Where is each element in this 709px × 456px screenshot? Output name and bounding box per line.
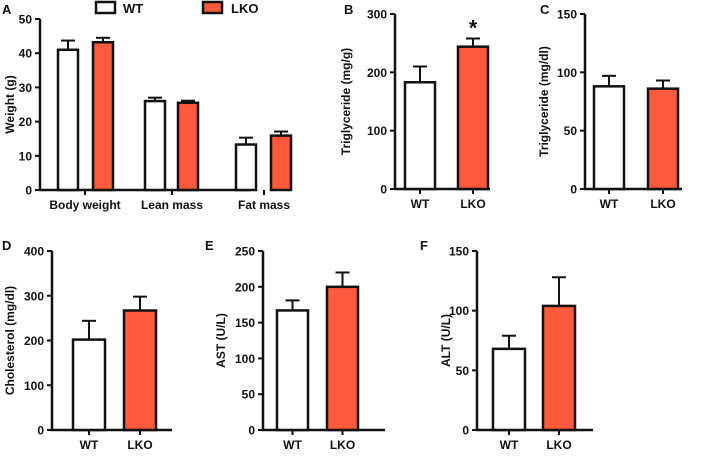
y-tick-label: 40	[19, 47, 33, 61]
x-tick-label: LKO	[546, 438, 571, 452]
bar-wt	[56, 48, 80, 192]
y-tick-label: 150	[557, 8, 577, 22]
y-tick-label: 0	[37, 424, 44, 438]
y-tick-label: 100	[235, 352, 255, 366]
panel-letter: F	[420, 238, 428, 253]
bar-lko	[176, 101, 200, 192]
y-axis-label: ALT (U/L)	[439, 314, 453, 367]
bar-lko	[325, 285, 360, 432]
y-tick-label: 0	[248, 424, 255, 438]
y-tick-label: 30	[19, 81, 33, 95]
legend: WT LKO	[94, 0, 258, 16]
panel-a: A Weight (g) 0 10 20 30 40 50 Body weight Lean ma…	[2, 2, 293, 212]
legend-swatch-wt	[94, 0, 117, 15]
y-axis-label: Weight (g)	[3, 75, 17, 133]
panel-c: C Triglyceride (mg/dl) 0 50 100 150 WT LKO	[537, 2, 682, 211]
panel-letter: D	[2, 238, 11, 253]
y-tick-label: 100	[449, 304, 469, 318]
legend-label-lko: LKO	[231, 1, 258, 16]
x-tick-label: LKO	[330, 438, 355, 452]
y-tick-label: 0	[570, 183, 577, 197]
legend-label-wt: WT	[123, 1, 143, 16]
y-tick-label: 200	[235, 280, 255, 294]
x-tick-label: Lean mass	[141, 198, 203, 212]
y-tick-label: 0	[380, 183, 387, 197]
y-tick-label: 100	[367, 124, 387, 138]
bar-lko	[541, 304, 577, 432]
panel-d: D Cholesterol (mg/dl) 0 100 200 300 400 WT LKO	[2, 238, 172, 452]
y-tick-label: 200	[367, 66, 387, 80]
x-tick-label: WT	[411, 197, 430, 211]
y-tick-label: 150	[235, 316, 255, 330]
x-tick-label: LKO	[127, 438, 152, 452]
bar-lko	[122, 309, 158, 432]
y-axis-label: Cholesterol (mg/dl)	[3, 286, 17, 395]
panel-letter: E	[205, 238, 214, 253]
y-tick-label: 0	[25, 184, 32, 198]
x-tick-label: LKO	[460, 197, 485, 211]
y-tick-label: 0	[462, 424, 469, 438]
y-tick-label: 100	[24, 379, 44, 393]
y-tick-label: 50	[242, 388, 256, 402]
y-axis-label: AST (U/L)	[214, 313, 228, 368]
y-tick-label: 300	[367, 8, 387, 22]
panel-letter: A	[2, 2, 12, 17]
bar-wt	[234, 143, 258, 192]
y-tick-label: 20	[19, 115, 33, 129]
bar-lko	[646, 87, 680, 191]
bar-wt	[275, 309, 310, 432]
y-tick-label: 250	[235, 245, 255, 259]
y-axis-label: Triglyceride (mg/dl)	[537, 46, 551, 157]
bar-lko	[456, 45, 490, 191]
x-tick-label: WT	[500, 438, 519, 452]
x-tick-label: LKO	[650, 197, 675, 211]
bar-wt	[71, 338, 107, 432]
bar-wt	[491, 347, 527, 432]
y-tick-label: 400	[24, 245, 44, 259]
x-tick-label: Fat mass	[238, 198, 290, 212]
y-tick-label: 50	[564, 124, 578, 138]
bar-wt	[592, 85, 626, 191]
x-tick-label: WT	[600, 197, 619, 211]
panel-b: B Triglyceride (mg/g) 0 100 200 300 WT LKO *	[339, 2, 490, 211]
panel-e: E AST (U/L) 0 50 100 150 200 250 WT LKO	[205, 238, 385, 452]
x-tick-label: Body weight	[49, 198, 120, 212]
panel-letter: C	[540, 2, 550, 17]
panel-letter: B	[344, 2, 353, 17]
bar-wt	[403, 81, 437, 191]
y-tick-label: 200	[24, 334, 44, 348]
y-axis-label: Triglyceride (mg/g)	[339, 48, 353, 155]
y-tick-label: 150	[449, 245, 469, 259]
x-tick-label: WT	[80, 438, 99, 452]
y-tick-label: 100	[557, 66, 577, 80]
y-tick-label: 50	[456, 364, 470, 378]
bar-lko	[269, 134, 293, 192]
y-tick-label: 10	[19, 149, 33, 163]
bar-lko	[91, 41, 115, 192]
x-tick-label: WT	[283, 438, 302, 452]
bar-wt	[143, 99, 167, 192]
y-tick-label: 300	[24, 289, 44, 303]
y-tick-label: 50	[19, 13, 33, 27]
significance-marker: *	[469, 16, 478, 41]
panel-f: F ALT (U/L) 0 50 100 150 WT LKO	[420, 238, 593, 452]
legend-swatch-lko	[201, 0, 224, 15]
